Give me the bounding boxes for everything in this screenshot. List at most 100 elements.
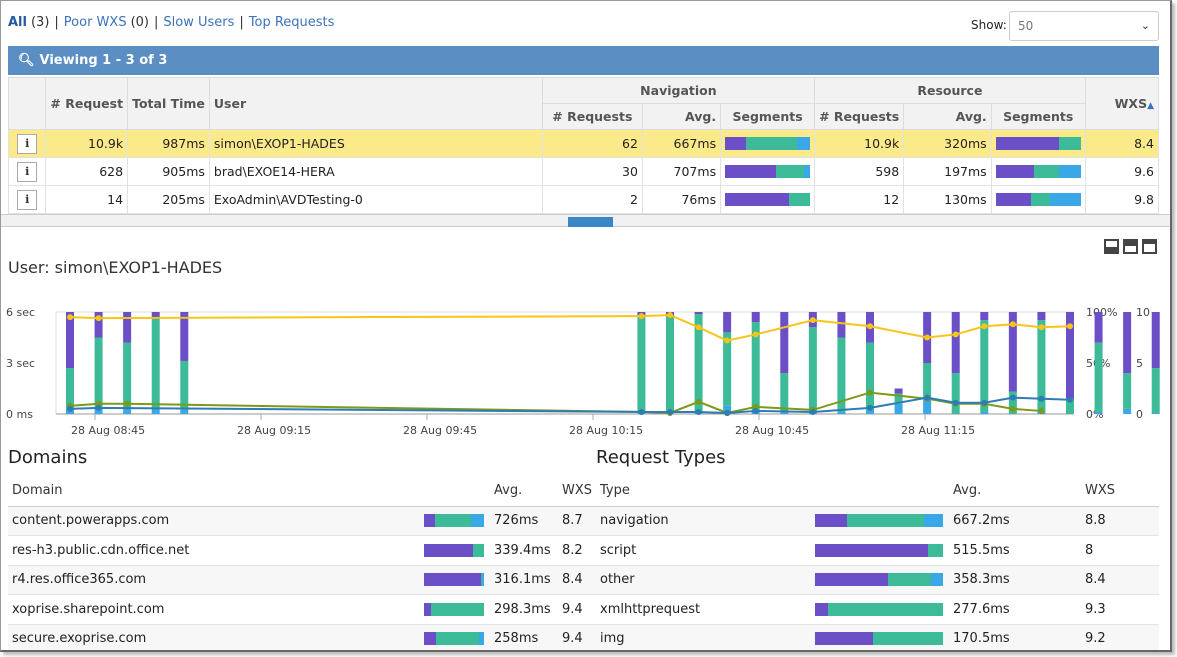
tertiary-metric-point[interactable] bbox=[952, 399, 959, 406]
wxs-score-point[interactable] bbox=[924, 334, 931, 341]
domain-name[interactable]: r4.res.office365.com bbox=[8, 565, 421, 595]
search-icon[interactable]: 🔍︎ bbox=[18, 53, 35, 68]
col-user[interactable]: User bbox=[208, 77, 543, 130]
tertiary-metric-point[interactable] bbox=[95, 404, 102, 411]
chart-bar-segment[interactable] bbox=[723, 312, 732, 333]
chart-bar-segment[interactable] bbox=[1151, 412, 1160, 414]
chart-bar-segment[interactable] bbox=[151, 408, 160, 414]
domain-name[interactable]: res-h3.public.cdn.office.net bbox=[8, 535, 421, 566]
tertiary-metric-point[interactable] bbox=[638, 408, 645, 415]
info-icon[interactable]: i bbox=[17, 133, 38, 154]
user-name[interactable]: simon\EXOP1-HADES bbox=[208, 129, 543, 158]
tertiary-metric-point[interactable] bbox=[867, 404, 873, 411]
chart-bar-segment[interactable] bbox=[980, 312, 989, 321]
tertiary-metric-point[interactable] bbox=[1009, 394, 1016, 401]
chart-bar-segment[interactable] bbox=[1123, 373, 1132, 409]
list-item[interactable]: content.powerapps.com 726ms 8.7 bbox=[8, 506, 596, 536]
splitter-handle[interactable] bbox=[568, 217, 613, 227]
tertiary-metric-point[interactable] bbox=[667, 408, 673, 415]
chart-bar-segment[interactable] bbox=[837, 312, 846, 338]
table-row[interactable]: i 10.9k 987ms simon\EXOP1-HADES 62 667ms 10.9k… bbox=[7, 129, 1160, 158]
col-wxs[interactable]: WXS▲︎ bbox=[1084, 77, 1160, 130]
list-item[interactable]: secure.exoprise.com 258ms 9.4 bbox=[8, 624, 596, 650]
wxs-score-point[interactable] bbox=[752, 331, 759, 338]
chart-bar-segment[interactable] bbox=[666, 316, 674, 412]
type-name[interactable]: script bbox=[596, 535, 811, 566]
list-item[interactable]: other 358.3ms 8.4 bbox=[596, 565, 1159, 595]
chart-bar-segment[interactable] bbox=[894, 403, 903, 414]
domain-name[interactable]: content.powerapps.com bbox=[8, 506, 421, 536]
chart-bar-segment[interactable] bbox=[837, 337, 846, 412]
chart-bar-segment[interactable] bbox=[94, 312, 103, 338]
wxs-score-point[interactable] bbox=[724, 337, 731, 344]
user-name[interactable]: brad\EXOE14-HERA bbox=[208, 157, 543, 186]
tertiary-metric-point[interactable] bbox=[1067, 396, 1073, 403]
chart-bar-segment[interactable] bbox=[637, 316, 646, 411]
type-name[interactable]: other bbox=[596, 565, 811, 595]
chart-bar-segment[interactable] bbox=[123, 342, 132, 409]
domain-name[interactable]: xoprise.sharepoint.com bbox=[8, 594, 421, 625]
col-nav-avg[interactable]: Avg. bbox=[641, 103, 722, 130]
chart-bar-segment[interactable] bbox=[894, 388, 903, 394]
tertiary-metric-point[interactable] bbox=[924, 394, 931, 401]
layout-top-icon[interactable] bbox=[1142, 239, 1157, 254]
secondary-metric-point[interactable] bbox=[695, 398, 702, 405]
secondary-metric-point[interactable] bbox=[1009, 405, 1016, 412]
chart-bar-segment[interactable] bbox=[1123, 408, 1132, 414]
filter-top-requests[interactable]: Top Requests bbox=[248, 15, 335, 30]
col-domain[interactable]: Domain bbox=[8, 476, 421, 507]
filter-all[interactable]: All bbox=[8, 15, 27, 30]
chart-bar-segment[interactable] bbox=[123, 312, 132, 343]
wxs-score-point[interactable] bbox=[867, 323, 873, 330]
list-item[interactable]: xoprise.sharepoint.com 298.3ms 9.4 bbox=[8, 594, 596, 625]
chart-bar-segment[interactable] bbox=[180, 360, 189, 410]
wxs-score-point[interactable] bbox=[67, 314, 73, 321]
type-name[interactable]: xmlhttprequest bbox=[596, 594, 811, 625]
chart-bar-segment[interactable] bbox=[1008, 391, 1017, 414]
chart-bar-segment[interactable] bbox=[1037, 320, 1046, 412]
col-type-avg[interactable]: Avg. bbox=[949, 476, 1081, 507]
chart-bar-segment[interactable] bbox=[1151, 368, 1160, 413]
tertiary-metric-point[interactable] bbox=[67, 405, 73, 412]
chart-bar-segment[interactable] bbox=[980, 411, 989, 414]
col-domain-wxs[interactable]: WXS bbox=[557, 476, 596, 507]
chart-bar-segment[interactable] bbox=[751, 312, 760, 323]
col-nav-requests[interactable]: # Requests bbox=[541, 103, 643, 130]
chart-bar-segment[interactable] bbox=[894, 393, 903, 404]
wxs-score-point[interactable] bbox=[1067, 323, 1073, 330]
chart-bar-segment[interactable] bbox=[66, 312, 74, 369]
user-name[interactable]: ExoAdmin\AVDTesting-0 bbox=[208, 185, 543, 214]
chart-bar-segment[interactable] bbox=[751, 322, 760, 412]
wxs-score-point[interactable] bbox=[809, 317, 816, 324]
type-name[interactable]: img bbox=[596, 624, 811, 650]
wxs-score-point[interactable] bbox=[695, 324, 702, 331]
info-icon[interactable]: i bbox=[17, 189, 38, 210]
wxs-score-point[interactable] bbox=[1009, 321, 1016, 328]
wxs-score-point[interactable] bbox=[95, 315, 102, 322]
secondary-metric-point[interactable] bbox=[867, 389, 873, 396]
col-total-time[interactable]: Total Time bbox=[127, 77, 210, 130]
chart-bar-segment[interactable] bbox=[1037, 312, 1046, 321]
chart-bar-segment[interactable] bbox=[1094, 342, 1103, 412]
col-type-wxs[interactable]: WXS bbox=[1081, 476, 1159, 507]
tertiary-metric-point[interactable] bbox=[724, 409, 731, 416]
list-item[interactable]: res-h3.public.cdn.office.net 339.4ms 8.2 bbox=[8, 535, 596, 566]
col-res-avg[interactable]: Avg. bbox=[903, 103, 992, 130]
secondary-metric-point[interactable] bbox=[1038, 407, 1045, 414]
chart-bar-segment[interactable] bbox=[780, 312, 789, 374]
chart-bar-segment[interactable] bbox=[866, 409, 874, 414]
chart-bar-segment[interactable] bbox=[837, 411, 846, 414]
secondary-metric-point[interactable] bbox=[124, 400, 131, 407]
wxs-score-point[interactable] bbox=[638, 313, 645, 320]
list-item[interactable]: img 170.5ms 9.2 bbox=[596, 624, 1159, 650]
pane-splitter[interactable] bbox=[1, 214, 1170, 227]
chart-bar-segment[interactable] bbox=[780, 411, 789, 414]
tertiary-metric-point[interactable] bbox=[695, 408, 702, 415]
sort-icon[interactable]: ▲︎ bbox=[1147, 101, 1154, 111]
chart-bar-segment[interactable] bbox=[180, 312, 189, 361]
tertiary-metric-point[interactable] bbox=[809, 408, 816, 415]
chart-bar-segment[interactable] bbox=[951, 312, 960, 374]
chart-bar-segment[interactable] bbox=[1094, 312, 1103, 343]
col-domain-avg[interactable]: Avg. bbox=[490, 476, 558, 507]
layout-split-icon[interactable] bbox=[1123, 239, 1138, 254]
